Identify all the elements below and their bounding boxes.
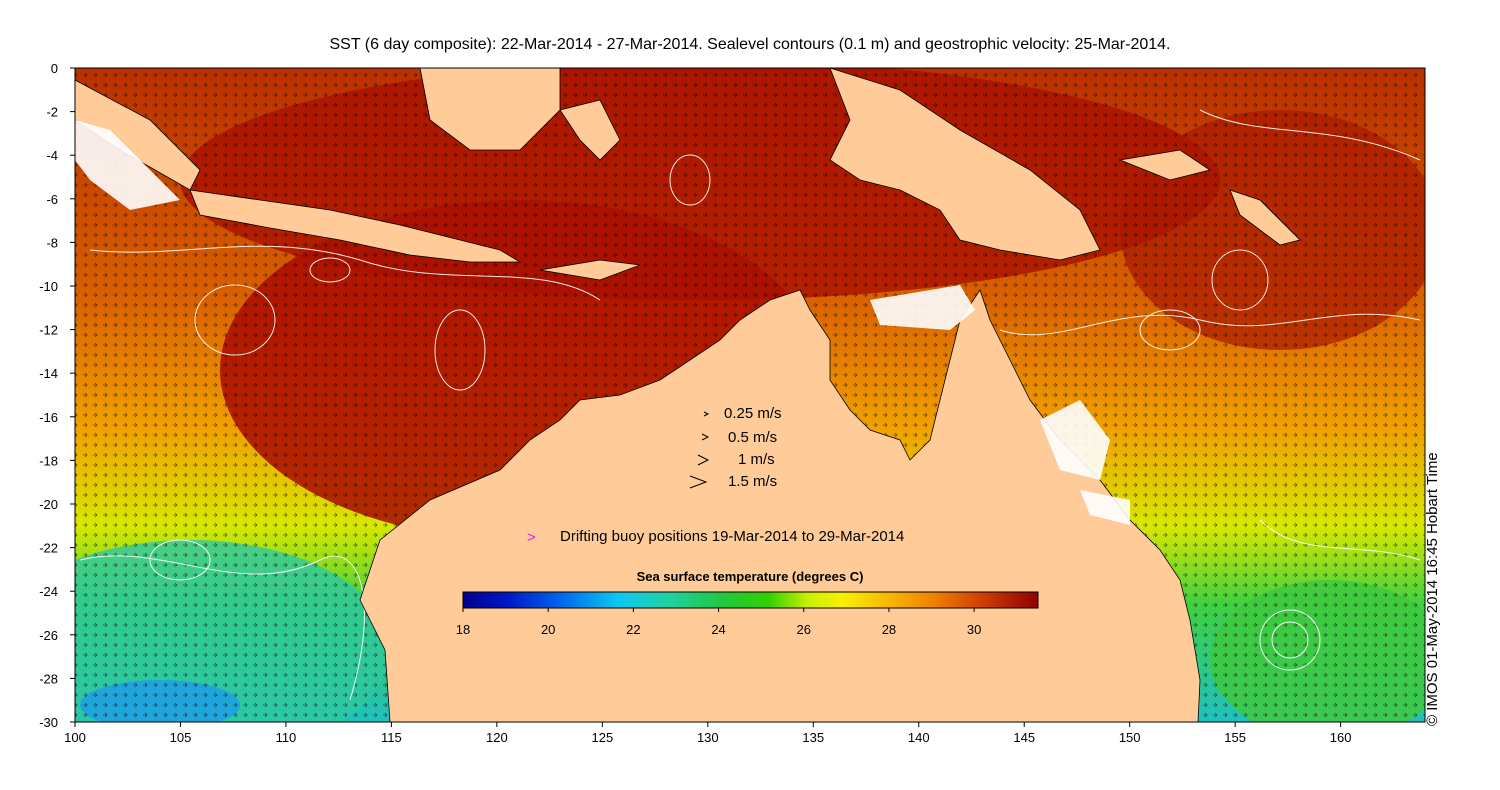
buoy-label: Drifting buoy positions 19-Mar-2014 to 2… xyxy=(560,528,904,545)
velocity-arrow-0 xyxy=(703,411,710,417)
x-tick-label: 125 xyxy=(591,730,613,745)
x-tick-label: 150 xyxy=(1119,730,1141,745)
colorbar-tick-label: 22 xyxy=(626,622,640,637)
java-land xyxy=(189,189,522,263)
x-axis: 100 105 110 115 120 125 130 135 140 145 150 155 160 xyxy=(64,722,1351,745)
velocity-label-3: 1.5 m/s xyxy=(728,473,777,490)
y-tick-label: -22 xyxy=(39,541,58,556)
velocity-legend: 0.25 m/s 0.5 m/s 1 m/s 1.5 m/s xyxy=(689,405,782,490)
colorbar-tick-label: 20 xyxy=(541,622,555,637)
y-tick-label: -4 xyxy=(46,148,58,163)
y-tick-label: -28 xyxy=(39,671,58,686)
plot-frame xyxy=(74,67,1426,723)
colorbar-tick-label: 30 xyxy=(967,622,981,637)
x-tick-label: 140 xyxy=(908,730,930,745)
colorbar-tick-label: 28 xyxy=(882,622,896,637)
new-britain-land xyxy=(1118,149,1211,181)
y-tick-label: -2 xyxy=(46,105,58,120)
map-title: SST (6 day composite): 22-Mar-2014 - 27-… xyxy=(329,36,1171,53)
x-tick-label: 115 xyxy=(381,730,402,745)
x-tick-label: 105 xyxy=(170,730,192,745)
new-caledonia-land xyxy=(1229,189,1301,246)
imos-credit: © IMOS 01-May-2014 16:45 Hobart Time xyxy=(1424,452,1441,726)
colorbar-title: Sea surface temperature (degrees C) xyxy=(637,569,864,584)
buoy-legend: > Drifting buoy positions 19-Mar-2014 to… xyxy=(527,528,904,546)
y-tick-label: -6 xyxy=(46,192,58,207)
y-tick-label: -30 xyxy=(39,715,58,730)
velocity-label-1: 0.5 m/s xyxy=(728,429,777,446)
velocity-label-2: 1 m/s xyxy=(738,451,775,468)
y-tick-label: -12 xyxy=(39,323,58,338)
landmasses xyxy=(74,67,1301,723)
colorbar-tick-label: 18 xyxy=(456,622,470,637)
velocity-label-0: 0.25 m/s xyxy=(724,405,782,422)
colorbar-ticks: 18 20 22 24 26 28 30 xyxy=(456,608,981,637)
y-tick-label: -16 xyxy=(39,410,58,425)
y-tick-label: -10 xyxy=(39,279,58,294)
x-tick-label: 155 xyxy=(1224,730,1246,745)
timor-land xyxy=(539,259,641,281)
x-tick-label: 110 xyxy=(276,730,297,745)
sst-colorbar: Sea surface temperature (degrees C) 18 20… xyxy=(456,569,1039,637)
x-tick-label: 100 xyxy=(64,730,86,745)
x-tick-label: 160 xyxy=(1330,730,1352,745)
buoy-symbol: > xyxy=(527,529,536,546)
y-tick-label: -8 xyxy=(46,235,58,250)
x-tick-label: 130 xyxy=(697,730,719,745)
x-tick-label: 135 xyxy=(802,730,824,745)
y-tick-label: -24 xyxy=(39,584,58,599)
colorbar-tick-label: 26 xyxy=(797,622,811,637)
velocity-arrow-3 xyxy=(689,475,708,489)
colorbar-gradient xyxy=(462,591,1039,609)
sealevel-contours xyxy=(79,109,1421,701)
y-tick-label: -20 xyxy=(39,497,58,512)
x-tick-label: 120 xyxy=(486,730,508,745)
velocity-arrow-2 xyxy=(697,454,710,466)
y-tick-label: -26 xyxy=(39,628,58,643)
y-tick-label: -18 xyxy=(39,453,58,468)
y-tick-label: 0 xyxy=(51,61,58,76)
x-tick-label: 145 xyxy=(1013,730,1035,745)
new-guinea-land xyxy=(829,67,1101,261)
colorbar-tick-label: 24 xyxy=(711,622,725,637)
no-data-patches xyxy=(75,120,1130,525)
velocity-arrow-1 xyxy=(701,433,710,441)
sulawesi-land xyxy=(559,99,621,161)
y-tick-label: -14 xyxy=(39,366,58,381)
y-axis: 0 -2 -4 -6 -8 -10 -12 -14 -16 -18 -20 -22 -24 -26 -28 -… xyxy=(39,61,75,730)
